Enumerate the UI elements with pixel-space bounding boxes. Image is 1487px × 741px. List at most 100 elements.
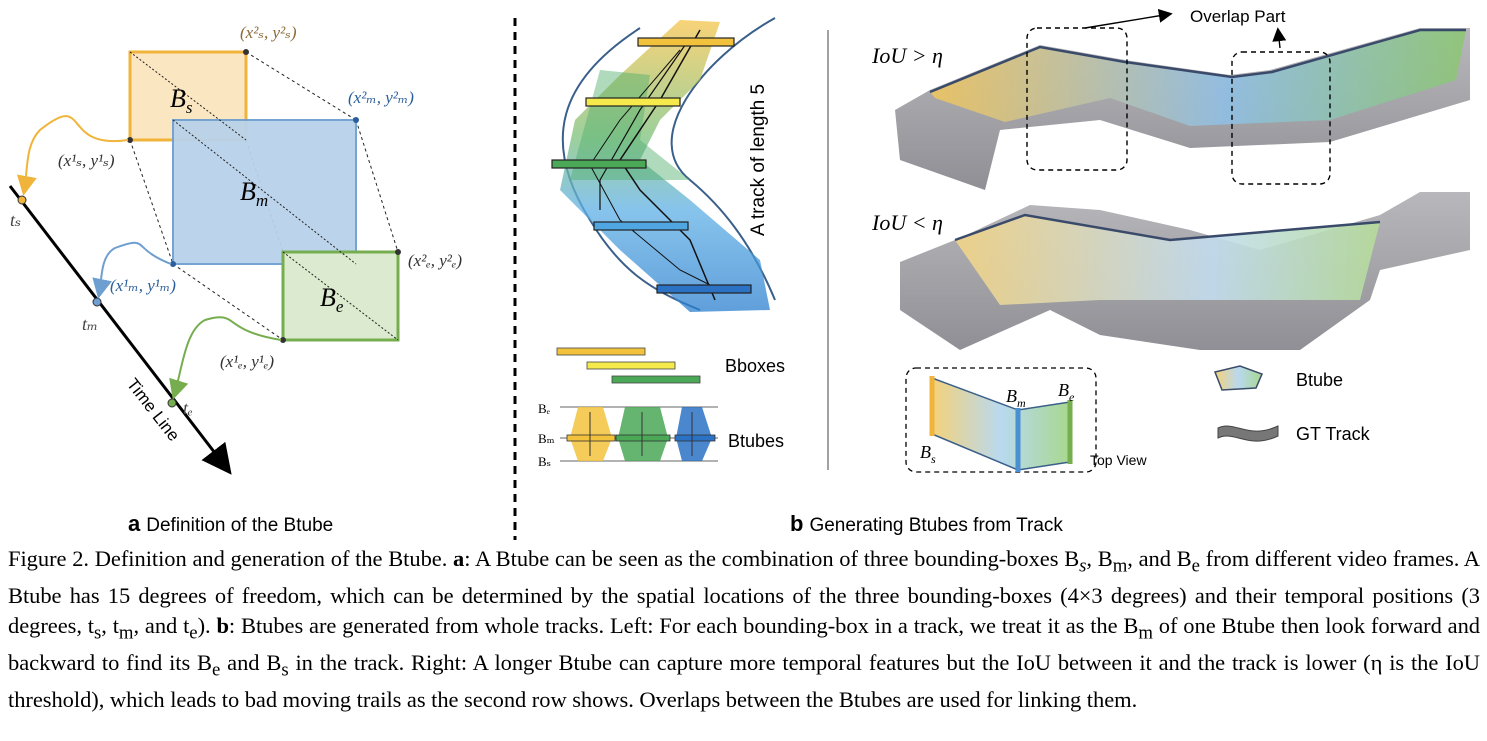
caption-part3g: ). [197,612,217,638]
track-length-label: A track of length 5 [748,84,769,236]
top-view-be-label: Be [1058,380,1075,404]
dot-s1 [127,137,133,143]
btube-arrows [589,412,693,456]
btube-bottom [955,215,1380,305]
track-bbox-3 [551,159,647,169]
btube-yellow-mid [566,434,616,442]
btube-yellow [570,407,612,461]
dot-e2 [395,249,401,255]
overlap-label: Overlap Part [1190,7,1286,26]
label-corner-e2: (x²ₑ, y²ₑ) [408,251,462,270]
top-view-tube [932,378,1070,470]
caption-part4e: and B [220,649,282,675]
btube-axis-bs: Bₛ [538,454,551,469]
panel-a: Bs Bm Be (x²ₛ, y²ₛ) (x¹ₛ, y¹ₛ) (x²ₘ, y²ₘ… [8,23,462,536]
dot-m2 [353,117,359,123]
caption-sub: e [212,659,221,680]
btube-top [930,30,1466,126]
label-corner-m2: (x²ₘ, y²ₘ) [348,88,414,107]
diag-be [282,251,399,341]
curve-ts [17,115,129,196]
btube-green [618,407,668,461]
dot-s2 [243,49,249,55]
figure: Bs Bm Be (x²ₛ, y²ₛ) (x¹ₛ, y¹ₛ) (x²ₘ, y²ₘ… [8,7,1470,540]
diag-bs [129,51,247,141]
caption-part3: from different video frames. A Btube has… [8,546,1480,638]
btube-bottom-edge [954,213,1381,242]
dot-e1 [280,337,286,343]
top-view-bs-label: Bs [920,442,936,466]
label-corner-e1: (x¹ₑ, y¹ₑ) [220,352,274,371]
timeline-arrow [8,185,232,475]
caption-sub: m [118,622,134,643]
label-ts: tₛ [10,210,21,230]
top-view-label: Top View [1090,452,1147,468]
caption-b-label: b [216,612,229,638]
panel-a-caption: a Definition of the Btube [128,511,333,536]
figure-svg: Bs Bm Be (x²ₛ, y²ₛ) (x¹ₛ, y¹ₛ) (x²ₘ, y²ₘ… [8,7,1470,540]
overlap-arrow-2 [1272,27,1287,49]
track-bbox-1 [637,37,735,47]
caption-sub: s [1079,555,1087,577]
track-line-1 [619,29,716,301]
road-border-inner [670,17,776,301]
curve-te [169,316,282,400]
curve-tm [92,241,172,299]
panel-b-caption: b Generating Btubes from Track [790,511,1063,536]
btubes-label: Btubes [728,431,784,451]
label-timeline: Time Line [123,375,184,445]
iou-greater-label: IoU > η [871,43,943,68]
caption-part2e: , and B [1127,546,1192,571]
panel-b-track: A track of length 5 Bboxes Bₑ Bₘ Bₛ Btub… [538,17,785,469]
legend-btube-label: Btube [1296,370,1343,390]
bbox-legend-1 [556,347,646,356]
track-line-2 [599,37,691,210]
bbox-legend-2 [586,361,676,370]
btube-icon [1213,365,1264,391]
timeline-dot-tm [92,297,102,307]
label-bs: Bs [170,84,193,117]
overlap-box-1 [1026,27,1128,171]
track-bbox-5 [656,284,752,294]
btube-blue-mid [674,434,716,442]
track-bbox-4 [593,221,689,231]
bboxes-label: Bboxes [725,356,785,376]
diag-bm [172,119,357,265]
caption-part1: Definition and generation of the Btube. [88,546,454,571]
label-tm: tₘ [82,314,98,334]
overlap-arrow-1 [1084,8,1173,29]
panel-b-3d: Overlap Part IoU > η IoU < η Bs Bm Be To… [790,7,1470,536]
caption-part3e: , and t [133,612,190,638]
caption-part2: : A Btube can be seen as the combination… [464,546,1080,571]
caption-part4c: of one Btube then look forward and backw… [8,612,1480,675]
timeline-dot-te [167,398,177,408]
caption-prefix: Figure 2. [8,546,89,571]
caption-part4: : Btubes are generated from whole tracks… [228,612,1139,638]
label-te: tₑ [183,398,193,418]
iou-less-label: IoU < η [871,210,943,235]
timeline-dot-ts [17,195,27,205]
caption-part3c: , t [101,612,119,638]
track-bbox-2 [585,97,681,107]
bbox-legend-3 [611,375,701,384]
top-view-bm-label: Bm [1006,386,1026,410]
caption-sub: e [189,622,198,643]
btube-green-mid [615,434,671,442]
dot-m1 [170,261,176,267]
label-corner-s1: (x¹ₛ, y¹ₛ) [58,151,115,170]
gt-track-icon [1217,425,1279,442]
btube-axis-bm: Bₘ [538,431,555,446]
caption-part5: in the track. Right: A longer Btube can … [8,649,1480,712]
label-corner-m1: (x¹ₘ, y¹ₘ) [110,276,176,295]
overlap-box-2 [1231,51,1331,185]
btube-blue [676,407,712,461]
figure-caption: Figure 2. Definition and generation of t… [8,544,1480,714]
caption-a-label: a [453,546,465,571]
caption-part2c: , B [1086,546,1113,571]
label-corner-s2: (x²ₛ, y²ₛ) [240,23,297,42]
label-bm: Bm [240,177,268,210]
caption-sub: m [1138,622,1153,643]
track-tube [560,20,770,312]
track-line-3 [589,49,721,291]
caption-sub: m [1112,555,1128,577]
